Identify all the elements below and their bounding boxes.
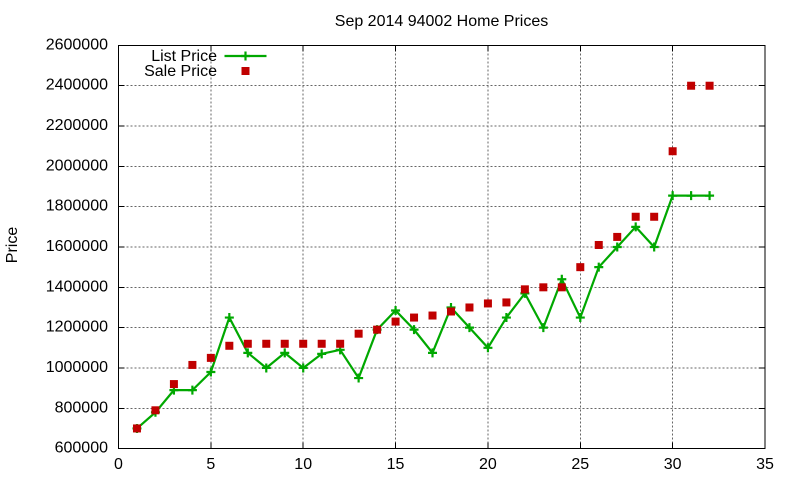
svg-text:1400000: 1400000 — [46, 278, 108, 295]
svg-text:Sale Price: Sale Price — [144, 63, 217, 80]
svg-text:1000000: 1000000 — [46, 359, 108, 376]
svg-text:15: 15 — [387, 456, 405, 473]
svg-text:800000: 800000 — [55, 399, 108, 416]
svg-text:25: 25 — [571, 456, 589, 473]
svg-text:0: 0 — [114, 456, 123, 473]
svg-text:30: 30 — [664, 456, 682, 473]
svg-text:5: 5 — [206, 456, 215, 473]
svg-text:List Price: List Price — [151, 48, 217, 65]
svg-text:1800000: 1800000 — [46, 198, 108, 215]
svg-text:1600000: 1600000 — [46, 238, 108, 255]
svg-text:2600000: 2600000 — [46, 36, 108, 53]
svg-text:Sep 2014 94002 Home Prices: Sep 2014 94002 Home Prices — [335, 13, 548, 30]
svg-text:1200000: 1200000 — [46, 319, 108, 336]
svg-text:2400000: 2400000 — [46, 77, 108, 94]
svg-text:Price: Price — [4, 227, 21, 264]
svg-text:2000000: 2000000 — [46, 157, 108, 174]
svg-text:2200000: 2200000 — [46, 117, 108, 134]
svg-text:600000: 600000 — [55, 440, 108, 457]
svg-text:10: 10 — [294, 456, 312, 473]
svg-text:35: 35 — [756, 456, 774, 473]
svg-text:20: 20 — [479, 456, 497, 473]
